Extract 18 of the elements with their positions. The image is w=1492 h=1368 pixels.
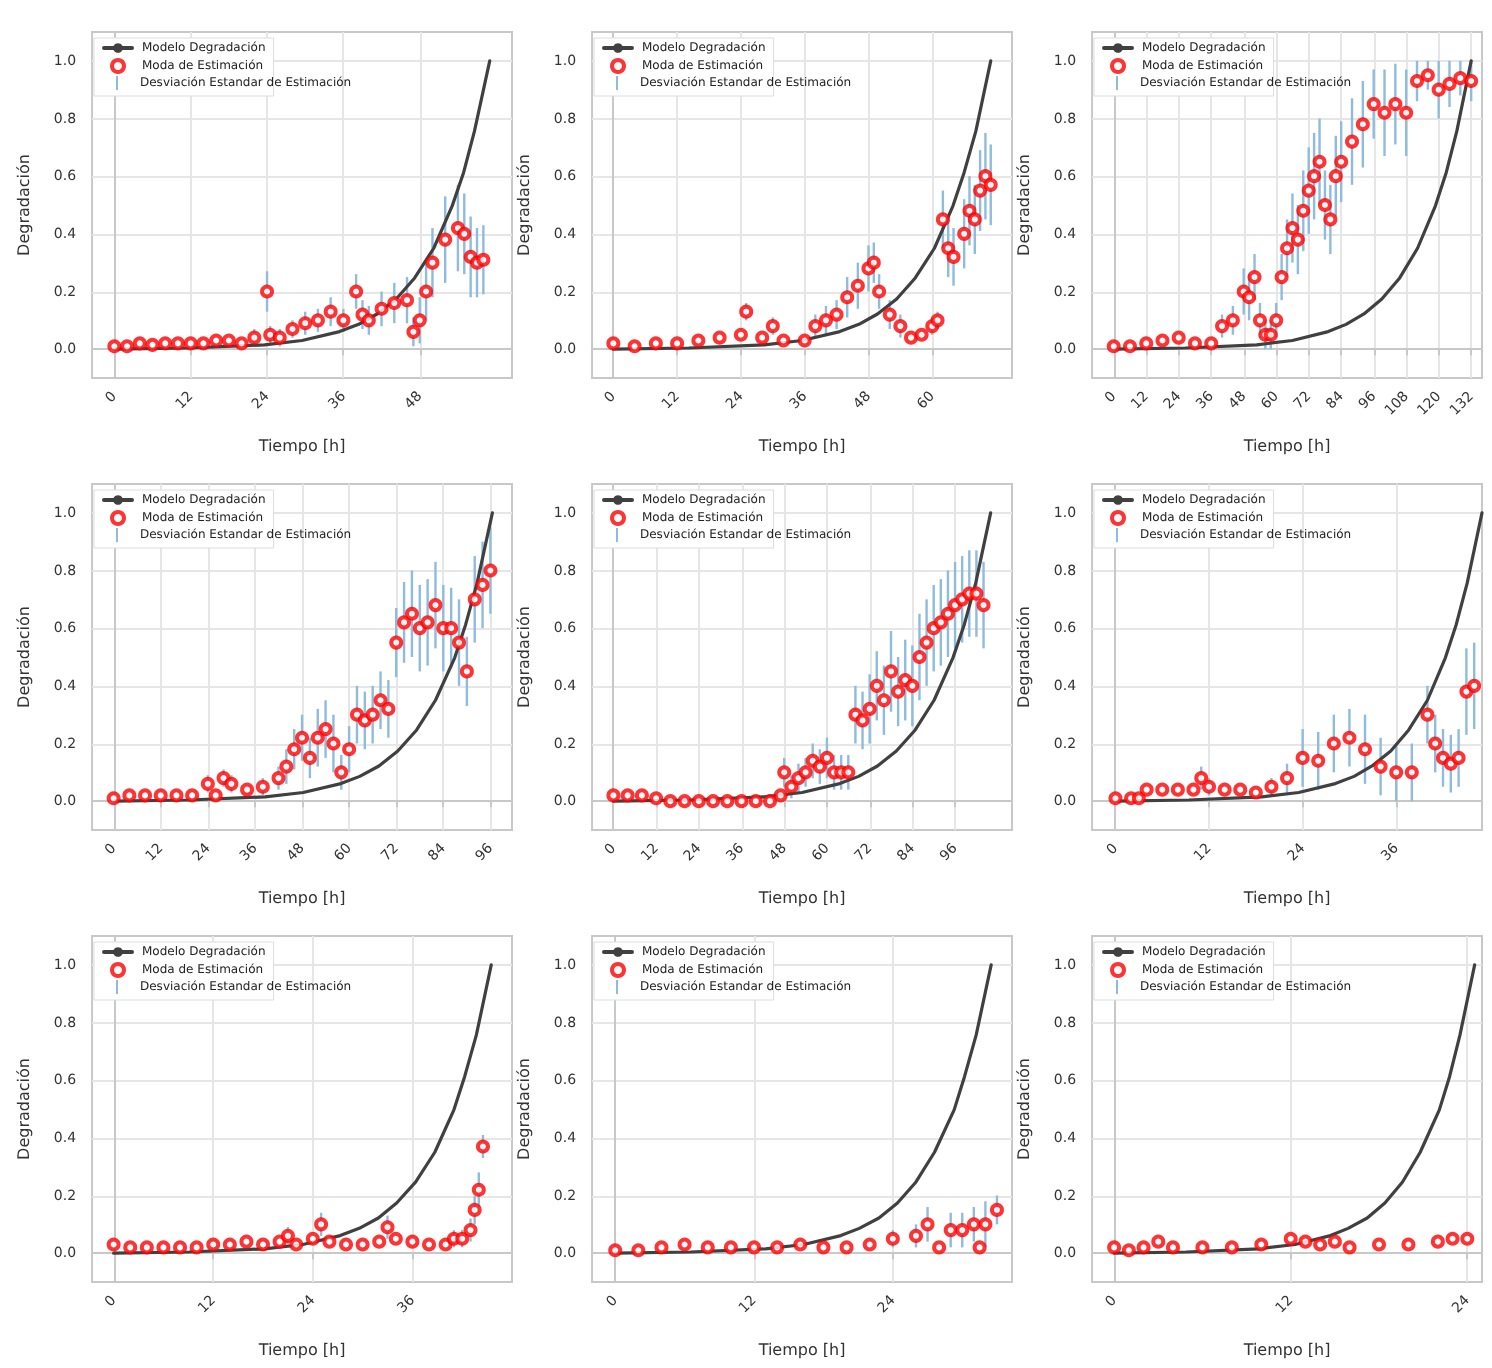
x-axis-title: Tiempo [h] [756,889,846,907]
y-axis-title: Degradación [1015,606,1033,708]
x-axis-title: Tiempo [h] [256,437,346,455]
x-axis-title: Tiempo [h] [1241,1341,1331,1359]
y-axis-title: Degradación [1015,154,1033,256]
x-axis-title: Tiempo [h] [756,437,846,455]
y-axis-title: Degradación [515,1058,533,1160]
x-axis-title: Tiempo [h] [756,1341,846,1359]
y-axis-title: Degradación [15,1058,33,1160]
y-axis-title: Degradación [1015,1058,1033,1160]
x-axis-title: Tiempo [h] [256,1341,346,1359]
x-axis-title: Tiempo [h] [1241,437,1331,455]
x-axis-title: Tiempo [h] [256,889,346,907]
y-axis-title: Degradación [15,606,33,708]
x-axis-title: Tiempo [h] [1241,889,1331,907]
y-axis-title: Degradación [515,606,533,708]
y-axis-title: Degradación [515,154,533,256]
y-axis-title: Degradación [15,154,33,256]
